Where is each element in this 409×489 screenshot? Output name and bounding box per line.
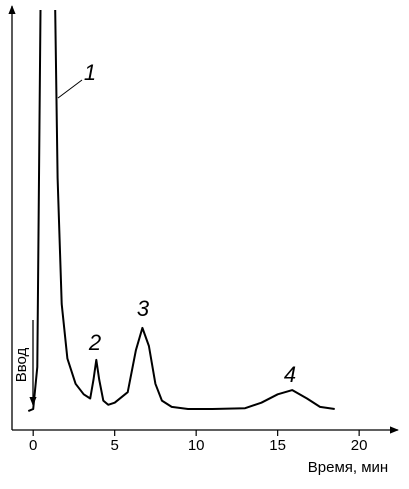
x-tick-label: 5 xyxy=(111,437,119,454)
x-tick-label: 0 xyxy=(29,437,37,454)
chromatogram-line xyxy=(27,9,335,413)
peak-label: 1 xyxy=(84,60,96,85)
peak-label: 3 xyxy=(137,296,150,321)
x-tick-label: 10 xyxy=(188,437,205,454)
x-axis-title: Время, мин xyxy=(308,459,388,476)
injection-label: Ввод xyxy=(13,347,30,382)
peak-label: 2 xyxy=(88,330,101,355)
x-tick-label: 20 xyxy=(351,437,368,454)
leader-line xyxy=(57,79,83,99)
peak-label: 4 xyxy=(284,362,296,387)
x-tick-label: 15 xyxy=(269,437,286,454)
